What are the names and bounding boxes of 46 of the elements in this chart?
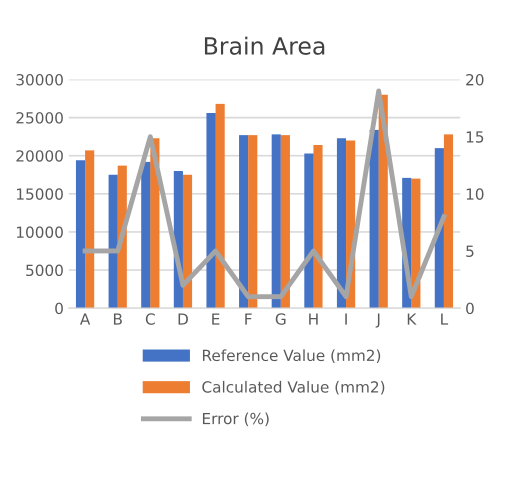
y-tick-label: 0 (55, 302, 63, 314)
y-tick-label: 5000 (26, 264, 63, 276)
x-tick-label: A (80, 313, 90, 325)
bar (444, 134, 454, 308)
y2-tick-label: 5 (466, 246, 474, 258)
x-tick-label: J (376, 313, 380, 328)
bar (76, 160, 86, 308)
legend-label: Calculated Value (mm2) (202, 380, 384, 395)
bar (434, 148, 444, 308)
x-tick-label: D (178, 313, 188, 325)
x-tick-label: L (441, 313, 448, 325)
x-tick-label: G (276, 313, 286, 325)
y-tick-label: 20000 (16, 150, 63, 162)
y2-tick-label: 20 (466, 74, 484, 86)
bar (239, 135, 248, 308)
y-tick-label: 25000 (16, 112, 63, 124)
legend-label: Reference Value (mm2) (202, 349, 380, 363)
x-tick-label: E (212, 313, 220, 325)
bar (304, 153, 314, 308)
x-tick-label: B (114, 313, 122, 325)
legend-label: Error (%) (202, 412, 269, 426)
bar (272, 134, 281, 308)
bar (336, 138, 346, 308)
x-tick-label: K (408, 313, 417, 325)
bar (182, 174, 192, 308)
bar (313, 145, 323, 308)
bar (206, 113, 216, 308)
bar (370, 130, 379, 308)
bar (280, 135, 290, 308)
y2-tick-label: 0 (466, 302, 474, 314)
y2-tick-label: 15 (466, 131, 484, 143)
x-tick-label: C (146, 313, 155, 325)
y-tick-label: 10000 (16, 226, 63, 238)
x-tick-label: F (245, 313, 252, 325)
chart-title: Brain Area (204, 36, 324, 55)
bar (216, 104, 225, 308)
bar (85, 150, 94, 308)
y-tick-label: 15000 (16, 188, 63, 200)
y-tick-label: 30000 (16, 74, 63, 86)
x-tick-label: I (345, 313, 347, 325)
bar (141, 162, 150, 308)
x-tick-label: H (309, 313, 318, 325)
y2-tick-label: 10 (466, 188, 484, 200)
bar (108, 174, 118, 308)
line-series (82, 88, 446, 300)
bar (248, 135, 258, 308)
